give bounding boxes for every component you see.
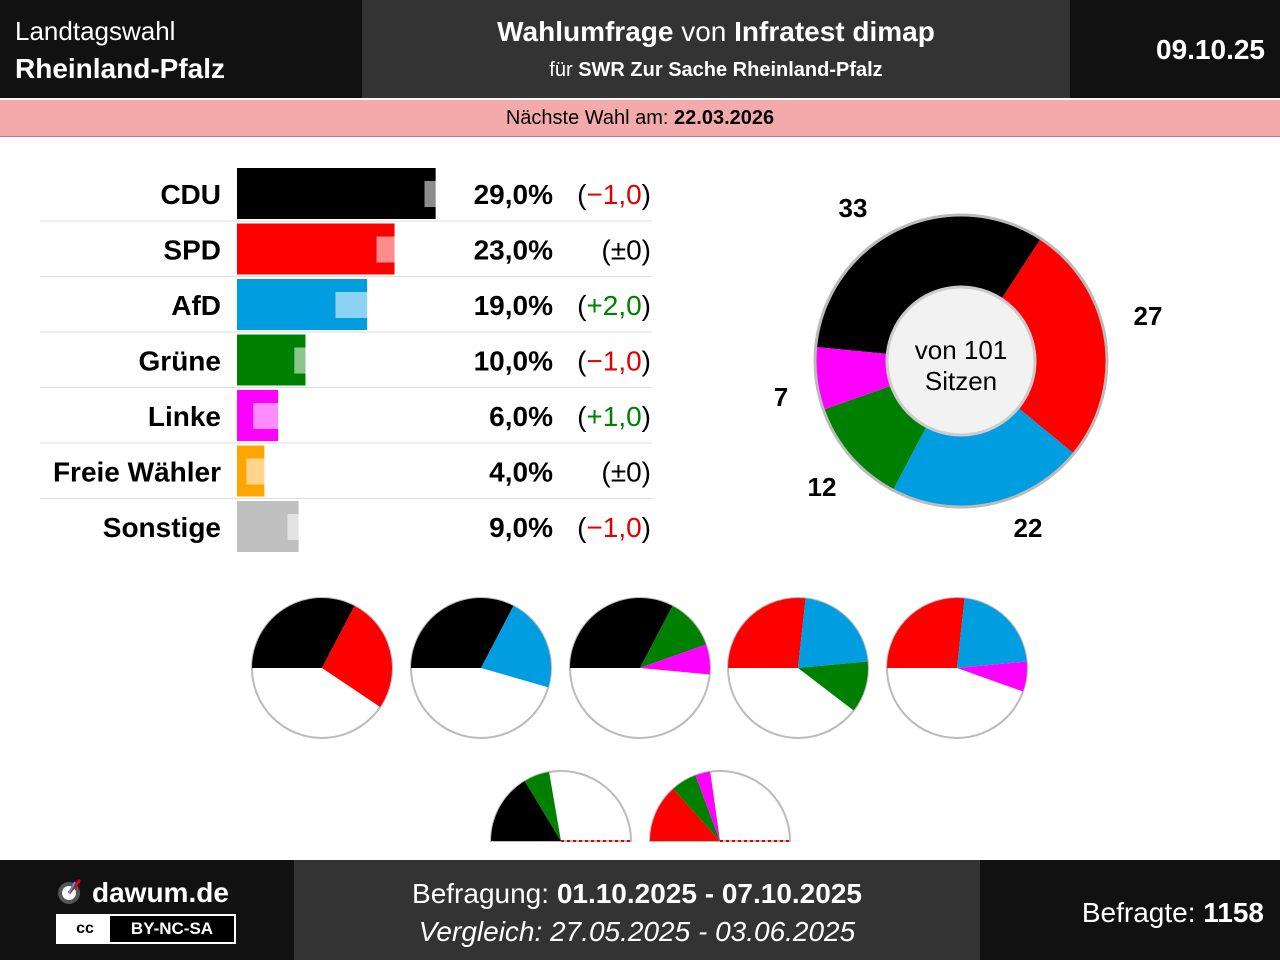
previous-marker-sonstige: [287, 514, 324, 540]
previous-marker-freie-waehler: [246, 458, 283, 485]
footer: dawum.de cc BY-NC-SA Befragung: 01.10.20…: [0, 860, 1280, 960]
party-label-spd: SPD: [163, 235, 221, 266]
title-word-poll: Wahlumfrage: [497, 16, 674, 47]
party-label-cdu: CDU: [160, 179, 221, 210]
value-label-spd: 23,0%: [474, 235, 553, 266]
value-label-sonstige: 9,0%: [489, 512, 553, 543]
seat-segment-gruene: [823, 385, 927, 491]
cc-icon: cc: [60, 918, 110, 940]
poll-title: Wahlumfrage von Infratest dimap: [362, 16, 1070, 48]
license-text: BY-NC-SA: [110, 916, 234, 942]
previous-marker-afd: [335, 292, 372, 318]
coalition-spd-afd-gruene-slice-gruene: [798, 661, 868, 711]
title-box: Wahlumfrage von Infratest dimap für SWR …: [362, 0, 1070, 98]
region-line2: Rheinland-Pfalz: [15, 53, 226, 84]
coalition-spd-afd-gruene-slice-afd: [798, 598, 868, 668]
coalition-spd-gruene-linke-slice-linke: [695, 771, 720, 841]
donut-center: [885, 285, 1037, 437]
respondents-label: Befragte:: [1081, 897, 1204, 928]
party-label-gruene: Grüne: [139, 346, 221, 377]
donut-outline: [813, 213, 1109, 509]
date-box: 09.10.25: [1070, 0, 1280, 98]
change-label-sonstige: (−1,0): [577, 512, 651, 543]
coalition-cdu-gruene-slice-cdu: [491, 781, 561, 841]
header: Landtagswahl Rheinland-Pfalz Wahlumfrage…: [0, 0, 1280, 98]
poll-subtitle: für SWR Zur Sache Rheinland-Pfalz: [362, 59, 1070, 82]
change-label-spd: (±0): [601, 235, 651, 266]
respondents-count: 1158: [1203, 897, 1264, 928]
seat-count-linke: 7: [774, 382, 788, 412]
coalition-spd-afd-linke-slice-spd: [887, 598, 965, 668]
brand-box: dawum.de cc BY-NC-SA: [0, 860, 294, 960]
next-election-date: 22.03.2026: [674, 107, 775, 129]
coalition-cdu-spd-slice-cdu: [252, 598, 355, 668]
title-word-von: von: [673, 16, 735, 47]
value-label-gruene: 10,0%: [474, 346, 553, 377]
survey-period-box: Befragung: 01.10.2025 - 07.10.2025 Vergl…: [294, 860, 980, 960]
change-label-linke: (+1,0): [577, 401, 651, 432]
value-label-freie-waehler: 4,0%: [489, 457, 553, 488]
coalition-cdu-gruene-linke-slice-cdu: [570, 598, 673, 668]
bar-spd: [237, 223, 395, 275]
value-label-afd: 19,0%: [474, 290, 553, 321]
seat-count-gruene: 12: [808, 472, 837, 502]
seat-total-label: von 101: [915, 335, 1008, 365]
license-badge[interactable]: cc BY-NC-SA: [56, 914, 236, 944]
coalition-cdu-gruene-linke-slice-gruene: [640, 605, 706, 668]
next-election-label: Nächste Wahl am:: [505, 107, 675, 129]
poll-date: 09.10.25: [1156, 34, 1265, 65]
region-box: Landtagswahl Rheinland-Pfalz: [0, 0, 362, 98]
previous-marker-linke: [253, 403, 290, 429]
seat-count-cdu: 33: [839, 193, 868, 223]
coalition-cdu-gruene-linke-slice-linke: [640, 644, 710, 675]
value-label-cdu: 29,0%: [474, 179, 553, 210]
party-label-sonstige: Sonstige: [103, 512, 221, 543]
seat-segment-cdu: [815, 214, 1041, 354]
seat-unit-label: Sitzen: [925, 366, 997, 396]
party-label-afd: AfD: [171, 290, 221, 321]
party-label-freie-waehler: Freie Wähler: [53, 457, 221, 488]
seat-count-spd: 27: [1134, 301, 1163, 331]
coalition-cdu-afd-slice-cdu: [411, 598, 514, 668]
change-label-afd: (+2,0): [577, 290, 651, 321]
respondents-box: Befragte: 1158: [980, 860, 1280, 960]
coalition-cdu-gruene-slice-gruene: [524, 772, 561, 841]
previous-marker-gruene: [294, 347, 331, 374]
coalition-spd-afd-gruene-slice-spd: [728, 598, 806, 668]
coalition-spd-afd-linke-slice-afd: [957, 598, 1027, 668]
respondents: Befragte: 1158: [1082, 897, 1264, 929]
change-label-cdu: (−1,0): [577, 179, 651, 210]
comparison-period: Vergleich: 27.05.2025 - 03.06.2025: [418, 916, 856, 947]
survey-label: Befragung:: [412, 878, 557, 909]
survey-dates: 01.10.2025 - 07.10.2025: [556, 878, 862, 909]
coalition-spd-gruene-linke-slice-spd: [650, 788, 720, 841]
previous-marker-cdu: [424, 181, 461, 207]
institute-name: Infratest dimap: [734, 16, 935, 47]
seat-segment-linke: [815, 347, 892, 410]
dawum-logo-icon: [58, 879, 82, 904]
next-election-banner: Nächste Wahl am: 22.03.2026: [0, 100, 1280, 137]
previous-marker-spd: [376, 236, 413, 263]
change-label-freie-waehler: (±0): [601, 457, 651, 488]
bar-cdu: [237, 168, 436, 219]
coalition-cdu-spd-slice-spd: [322, 605, 392, 708]
client-name: SWR Zur Sache Rheinland-Pfalz: [578, 59, 883, 81]
survey-period: Befragung: 01.10.2025 - 07.10.2025: [294, 878, 980, 910]
brand-name: dawum.de: [92, 877, 229, 908]
value-label-linke: 6,0%: [489, 401, 553, 432]
subtitle-prefix: für: [549, 59, 579, 81]
coalition-spd-afd-linke-slice-linke: [957, 661, 1027, 692]
coalition-spd-gruene-linke-slice-gruene: [673, 775, 720, 841]
change-label-gruene: (−1,0): [577, 346, 651, 377]
seat-count-afd: 22: [1014, 513, 1043, 543]
coalition-cdu-afd-slice-afd: [481, 605, 551, 688]
bar-gruene: [237, 334, 306, 386]
region-line1: Landtagswahl: [15, 16, 176, 46]
seat-segment-spd: [1001, 238, 1107, 454]
party-label-linke: Linke: [148, 401, 221, 432]
